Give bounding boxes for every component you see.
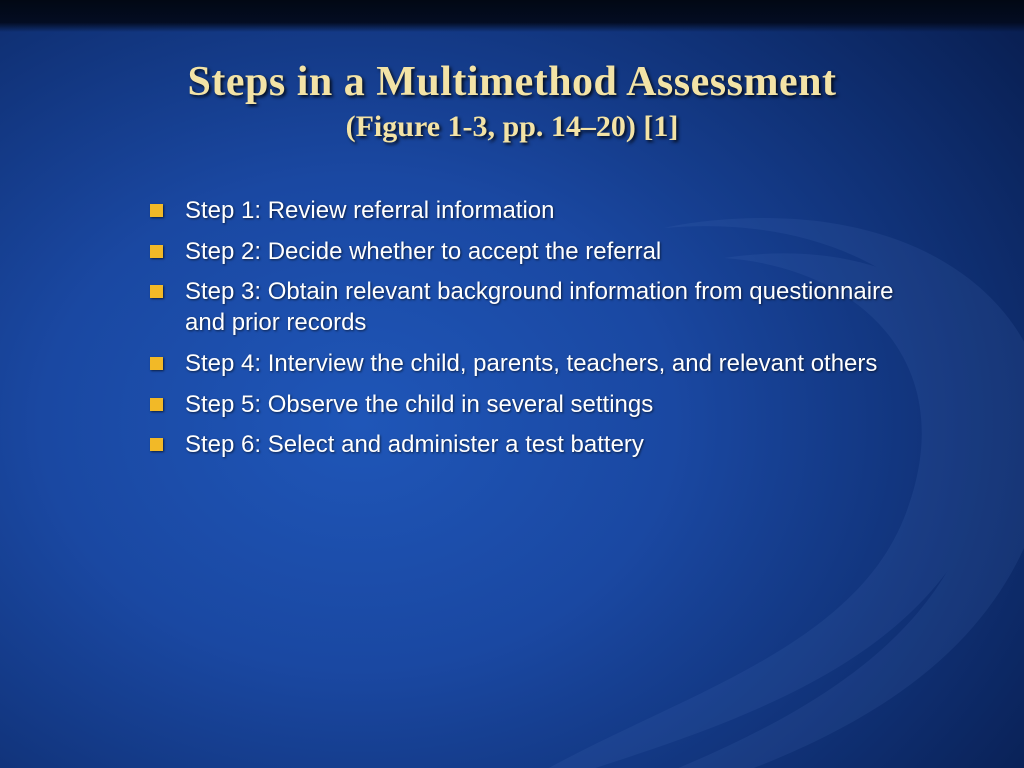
bullet-icon — [150, 204, 163, 217]
bullet-list: Step 1: Review referral information Step… — [150, 196, 894, 471]
list-item: Step 5: Observe the child in several set… — [150, 390, 894, 421]
bullet-text: Step 6: Select and administer a test bat… — [185, 430, 894, 461]
slide-subtitle: (Figure 1-3, pp. 14–20) [1] — [0, 110, 1024, 144]
slide: Steps in a Multimethod Assessment (Figur… — [0, 0, 1024, 768]
bullet-text: Step 3: Obtain relevant background infor… — [185, 277, 894, 338]
bullet-text: Step 2: Decide whether to accept the ref… — [185, 237, 894, 268]
title-block: Steps in a Multimethod Assessment (Figur… — [0, 58, 1024, 144]
bullet-text: Step 1: Review referral information — [185, 196, 894, 227]
bullet-icon — [150, 357, 163, 370]
list-item: Step 4: Interview the child, parents, te… — [150, 349, 894, 380]
top-bar-decoration — [0, 0, 1024, 32]
bullet-text: Step 5: Observe the child in several set… — [185, 390, 894, 421]
bullet-icon — [150, 438, 163, 451]
list-item: Step 3: Obtain relevant background infor… — [150, 277, 894, 338]
list-item: Step 2: Decide whether to accept the ref… — [150, 237, 894, 268]
bullet-text: Step 4: Interview the child, parents, te… — [185, 349, 894, 380]
slide-title: Steps in a Multimethod Assessment — [0, 58, 1024, 106]
bullet-icon — [150, 245, 163, 258]
list-item: Step 1: Review referral information — [150, 196, 894, 227]
bullet-icon — [150, 285, 163, 298]
bullet-icon — [150, 398, 163, 411]
list-item: Step 6: Select and administer a test bat… — [150, 430, 894, 461]
